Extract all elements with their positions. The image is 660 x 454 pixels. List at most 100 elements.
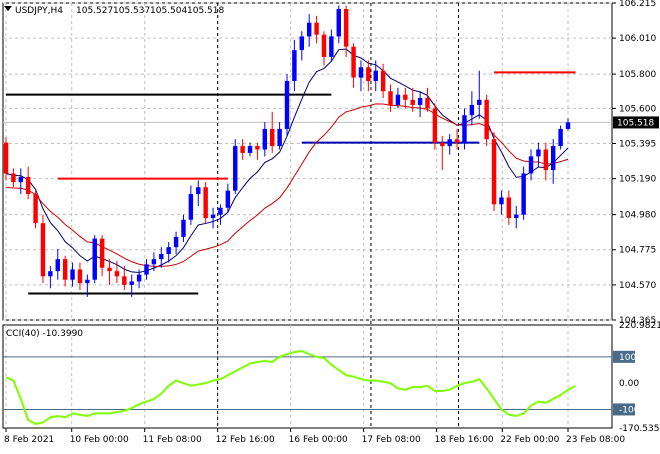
cci-tick-label: 220.9821 bbox=[619, 321, 660, 331]
candle-body bbox=[521, 173, 526, 215]
candle-body bbox=[440, 142, 445, 147]
candle-body bbox=[536, 149, 541, 157]
candle-body bbox=[477, 99, 482, 105]
candle-body bbox=[329, 36, 334, 57]
candle-body bbox=[18, 176, 24, 183]
candle-body bbox=[358, 67, 364, 78]
candle-body bbox=[210, 214, 216, 219]
candle-body bbox=[247, 146, 253, 153]
candle-body bbox=[528, 156, 534, 174]
candle-body bbox=[321, 34, 327, 57]
candle-body bbox=[70, 269, 75, 280]
candle-body bbox=[77, 269, 83, 284]
candle-body bbox=[506, 197, 512, 219]
price-tick-label: 105.190 bbox=[619, 175, 656, 185]
cci-level-marker bbox=[613, 403, 635, 416]
ma-fast-line bbox=[5, 48, 569, 274]
candle-body bbox=[299, 36, 305, 51]
candle-body bbox=[85, 279, 90, 284]
ohlc-high: 105.537 bbox=[113, 6, 150, 16]
candle-body bbox=[11, 173, 16, 183]
price-tick-label: 106.010 bbox=[619, 34, 656, 44]
candle-body bbox=[262, 128, 268, 150]
time-tick-label: 22 Feb 00:00 bbox=[500, 435, 559, 445]
candle-body bbox=[550, 146, 556, 171]
candle-body bbox=[48, 271, 53, 277]
candle-body bbox=[99, 238, 105, 268]
candle-body bbox=[136, 274, 142, 282]
price-tick-label: 104.365 bbox=[619, 316, 656, 326]
candle-body bbox=[454, 139, 460, 143]
candle-body bbox=[188, 194, 194, 220]
candle-body bbox=[129, 281, 134, 285]
chart-title: USDJPY,H4 bbox=[15, 6, 63, 16]
main-pane-frame bbox=[2, 2, 613, 321]
candle-body bbox=[469, 104, 475, 116]
time-tick-label: 12 Feb 16:00 bbox=[216, 435, 275, 445]
time-tick-label: 17 Feb 08:00 bbox=[362, 435, 421, 445]
candle-body bbox=[233, 146, 238, 191]
candle-body bbox=[255, 146, 260, 150]
candle-body bbox=[380, 70, 386, 92]
time-tick-label: 16 Feb 00:00 bbox=[289, 435, 348, 445]
candle-body bbox=[107, 267, 112, 272]
candle-body bbox=[306, 22, 312, 37]
ma-slow-line bbox=[5, 103, 569, 267]
cci-line bbox=[5, 350, 576, 425]
cci-tick-label: 100 bbox=[619, 353, 636, 363]
candle-body bbox=[314, 22, 319, 35]
candle-body bbox=[269, 128, 275, 147]
candle-body bbox=[277, 128, 282, 147]
candle-body bbox=[395, 94, 401, 105]
candle-body bbox=[114, 271, 120, 277]
candle-body bbox=[447, 139, 452, 147]
candle-body bbox=[410, 99, 415, 105]
price-tick-label: 105.800 bbox=[619, 70, 656, 80]
candle-body bbox=[565, 122, 571, 129]
candle-body bbox=[403, 94, 408, 100]
current-price-marker bbox=[613, 116, 659, 129]
ohlc-low: 105.504 bbox=[150, 6, 187, 16]
price-tick-label: 106.215 bbox=[619, 0, 656, 9]
candle-body bbox=[33, 194, 38, 224]
candle-body bbox=[122, 276, 127, 285]
candle-body bbox=[284, 80, 290, 129]
candle-body bbox=[499, 197, 504, 205]
candle-body bbox=[373, 70, 378, 81]
time-tick-label: 18 Feb 16:00 bbox=[435, 435, 494, 445]
ohlc-close: 105.518 bbox=[187, 6, 224, 16]
candle-body bbox=[3, 142, 9, 174]
candle-body bbox=[181, 219, 186, 237]
current-price-label: 105.518 bbox=[617, 118, 654, 128]
candle-body bbox=[196, 187, 201, 195]
cci-tick-label: 0.00 bbox=[619, 379, 639, 389]
candle-body bbox=[366, 67, 371, 81]
candle-body bbox=[151, 259, 157, 265]
candle-body bbox=[558, 128, 563, 147]
candle-body bbox=[218, 207, 223, 215]
candle-body bbox=[40, 223, 46, 277]
ohlc-open: 105.527 bbox=[76, 6, 113, 16]
cci-level-marker bbox=[613, 350, 635, 363]
candle-body bbox=[62, 259, 68, 280]
time-tick-label: 11 Feb 08:00 bbox=[143, 435, 202, 445]
price-tick-label: 104.980 bbox=[619, 211, 656, 221]
price-tick-label: 104.570 bbox=[619, 281, 656, 291]
candle-body bbox=[543, 149, 549, 171]
candle-body bbox=[203, 187, 208, 219]
cci-pane-frame bbox=[2, 324, 613, 429]
candle-body bbox=[336, 8, 341, 37]
candle-body bbox=[166, 247, 171, 255]
candle-body bbox=[351, 46, 356, 78]
candle-body bbox=[144, 264, 149, 275]
candle-body bbox=[240, 146, 245, 153]
time-tick-label: 23 Feb 08:00 bbox=[566, 435, 625, 445]
candle-body bbox=[432, 108, 438, 143]
window-menu-icon[interactable] bbox=[4, 6, 12, 11]
candle-body bbox=[462, 115, 467, 143]
time-tick-label: 8 Feb 2021 bbox=[4, 435, 54, 445]
candle-body bbox=[292, 50, 297, 81]
price-tick-label: 105.600 bbox=[619, 104, 656, 114]
candle-body bbox=[343, 8, 349, 47]
